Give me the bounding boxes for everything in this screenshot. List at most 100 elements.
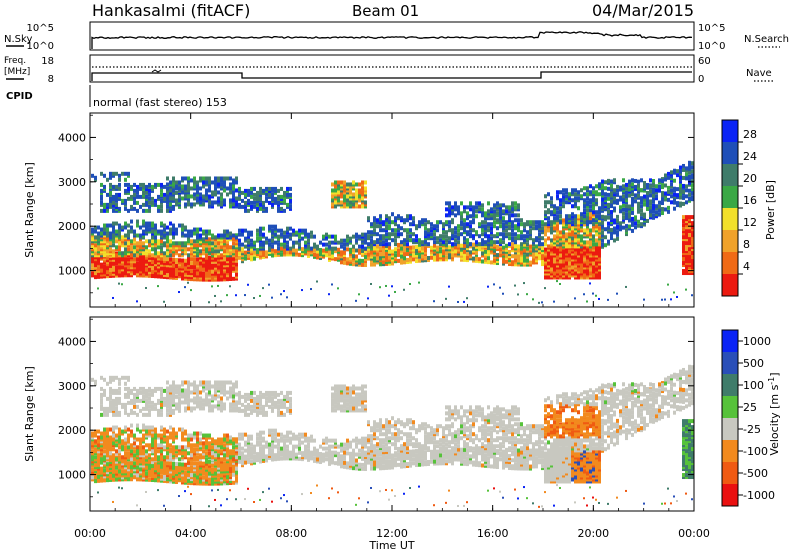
power-cell xyxy=(112,184,115,189)
power-cell xyxy=(559,220,562,225)
velocity-cell xyxy=(109,400,112,405)
power-cell xyxy=(175,198,178,203)
power-cell xyxy=(508,213,511,218)
velocity-cell xyxy=(130,408,133,413)
power-cell xyxy=(520,218,523,223)
power-cell xyxy=(169,231,172,236)
power-cell xyxy=(544,247,547,252)
power-cell xyxy=(214,235,217,240)
power-cell xyxy=(592,292,594,295)
power-cell xyxy=(511,228,514,233)
power-cell xyxy=(169,221,172,226)
power-cell xyxy=(562,218,565,223)
power-cell xyxy=(145,286,147,289)
power-cell xyxy=(502,292,504,295)
power-cell xyxy=(610,236,613,241)
power-cell xyxy=(364,255,367,260)
power-cell xyxy=(583,228,586,233)
power-cell xyxy=(340,180,343,185)
power-cell xyxy=(436,236,439,241)
power-cell xyxy=(532,252,535,257)
power-cell xyxy=(670,170,673,175)
power-cell xyxy=(610,199,613,204)
power-cell xyxy=(100,262,103,267)
power-cell xyxy=(355,188,358,193)
power-cell xyxy=(499,247,502,252)
power-cell xyxy=(328,244,331,249)
power-cell xyxy=(115,192,118,197)
power-cell xyxy=(592,267,595,272)
power-cell xyxy=(247,188,250,193)
power-cell xyxy=(154,235,157,240)
power-cell xyxy=(556,190,559,195)
power-cell xyxy=(349,190,352,195)
power-cell xyxy=(622,215,625,220)
power-cell xyxy=(397,242,400,247)
power-cell xyxy=(355,254,358,259)
power-cell xyxy=(544,287,546,290)
power-cell xyxy=(586,222,589,227)
power-cell xyxy=(610,183,613,188)
power-cell xyxy=(136,200,139,205)
noise-sky-line xyxy=(91,31,693,49)
power-cell xyxy=(595,242,598,247)
power-cell xyxy=(655,204,658,209)
power-cell xyxy=(541,220,544,225)
power-cell xyxy=(679,201,682,206)
power-cell xyxy=(646,196,649,201)
power-cell xyxy=(379,214,382,219)
power-cell xyxy=(322,242,325,247)
power-cell xyxy=(460,243,463,248)
power-cell xyxy=(565,242,568,247)
power-cell xyxy=(148,273,151,278)
power-cell xyxy=(595,238,598,243)
power-cell xyxy=(235,294,237,297)
velocity-cell xyxy=(124,386,127,391)
power-cell xyxy=(379,252,382,257)
power-cell xyxy=(232,178,235,183)
power-cell xyxy=(358,258,361,263)
power-cell xyxy=(463,243,466,248)
power-cell xyxy=(541,260,544,265)
power-cell xyxy=(514,224,517,229)
power-cell xyxy=(433,240,436,245)
power-cell xyxy=(529,244,532,249)
power-cell xyxy=(406,257,409,262)
power-cell xyxy=(544,222,547,227)
power-cell xyxy=(133,192,136,197)
power-cell xyxy=(118,177,121,182)
velocity-cell xyxy=(100,398,103,403)
power-cell xyxy=(301,247,304,252)
power-cell xyxy=(220,261,223,266)
power-cell xyxy=(652,183,655,188)
velocity-cell xyxy=(109,439,112,444)
power-cell xyxy=(574,214,577,219)
power-cell xyxy=(205,255,208,260)
power-cell xyxy=(235,188,238,193)
power-cell xyxy=(295,230,298,235)
power-cell xyxy=(403,218,406,223)
velocity-cell xyxy=(148,396,151,401)
power-cell xyxy=(214,294,216,297)
power-cell xyxy=(553,204,556,209)
power-cell xyxy=(286,296,288,299)
colorbar-tick-label: 20 xyxy=(743,172,757,185)
power-cell xyxy=(214,192,217,197)
power-cell xyxy=(505,205,508,210)
power-cell xyxy=(364,180,367,185)
power-cell xyxy=(457,240,460,245)
power-cell xyxy=(124,171,127,176)
power-cell xyxy=(478,242,481,247)
power-cell xyxy=(493,240,496,245)
power-cell xyxy=(496,211,499,216)
power-cell xyxy=(127,196,130,201)
power-cell xyxy=(688,233,691,238)
power-cell xyxy=(214,176,217,181)
power-cell xyxy=(217,253,220,258)
power-cell xyxy=(142,202,145,207)
power-cell xyxy=(157,229,160,234)
power-cell xyxy=(238,196,241,201)
power-cell xyxy=(286,226,289,231)
power-cell xyxy=(367,252,370,257)
power-cell xyxy=(208,186,211,191)
